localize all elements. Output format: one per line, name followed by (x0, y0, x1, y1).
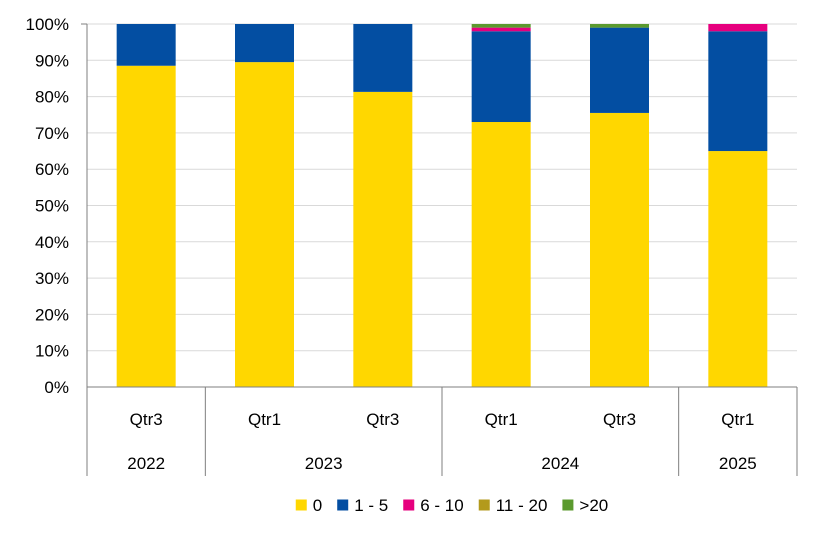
bar-segment (590, 27, 649, 113)
x-axis-categories: Qtr3 Qtr1 Qtr3 Qtr1 Qtr3 Qtr1 2022 2023 2024 2025 (127, 410, 756, 473)
y-tick-label: 10% (35, 342, 69, 361)
axes (81, 23, 798, 476)
x-year-label: 2024 (541, 454, 579, 473)
bar-segment (471, 24, 531, 28)
x-tick-label: Qtr3 (366, 410, 399, 429)
x-tick-label: Qtr1 (485, 410, 518, 429)
legend-swatch (403, 499, 415, 511)
bar-segment (471, 31, 531, 123)
x-year-label: 2025 (719, 454, 757, 473)
gridlines (87, 23, 797, 352)
x-tick-label: Qtr3 (130, 410, 163, 429)
bar-segment (471, 27, 531, 32)
y-tick-label: 40% (35, 233, 69, 252)
y-tick-label: 30% (35, 269, 69, 288)
bar-segment (116, 65, 176, 388)
y-tick-label: 80% (35, 88, 69, 107)
bar-segment (353, 24, 413, 92)
bar-segment (708, 31, 768, 152)
bar-segment (353, 91, 413, 388)
legend-label: >20 (579, 496, 608, 515)
bar-segment (471, 122, 531, 387)
bar-segment (116, 24, 176, 66)
y-axis-ticks: 0% 10% 20% 30% 40% 50% 60% 70% 80% 90% 100% (26, 15, 69, 397)
legend-swatch (562, 499, 574, 511)
legend-label: 0 (313, 496, 322, 515)
x-tick-label: Qtr1 (721, 410, 754, 429)
legend-label: 6 - 10 (420, 496, 463, 515)
bar-segment (235, 62, 294, 388)
y-tick-label: 60% (35, 160, 69, 179)
legend-swatch (295, 499, 307, 511)
y-tick-label: 90% (35, 51, 69, 70)
legend-swatch (337, 499, 349, 511)
legend: 0 1 - 5 6 - 10 11 - 20 >20 (295, 496, 608, 515)
y-tick-label: 100% (26, 15, 69, 34)
bars (116, 24, 768, 388)
legend-label: 11 - 20 (496, 496, 548, 515)
bar-segment (590, 24, 649, 28)
bar-segment (590, 112, 649, 387)
bar-segment (235, 24, 294, 63)
x-year-label: 2022 (127, 454, 165, 473)
legend-swatch (478, 499, 490, 511)
y-tick-label: 0% (44, 378, 69, 397)
y-tick-label: 50% (35, 197, 69, 216)
x-tick-label: Qtr1 (248, 410, 281, 429)
x-year-label: 2023 (305, 454, 343, 473)
y-tick-label: 70% (35, 124, 69, 143)
legend-label: 1 - 5 (354, 496, 388, 515)
bar-segment (708, 151, 768, 387)
y-tick-label: 20% (35, 305, 69, 324)
x-tick-label: Qtr3 (603, 410, 636, 429)
bar-segment (708, 24, 768, 32)
